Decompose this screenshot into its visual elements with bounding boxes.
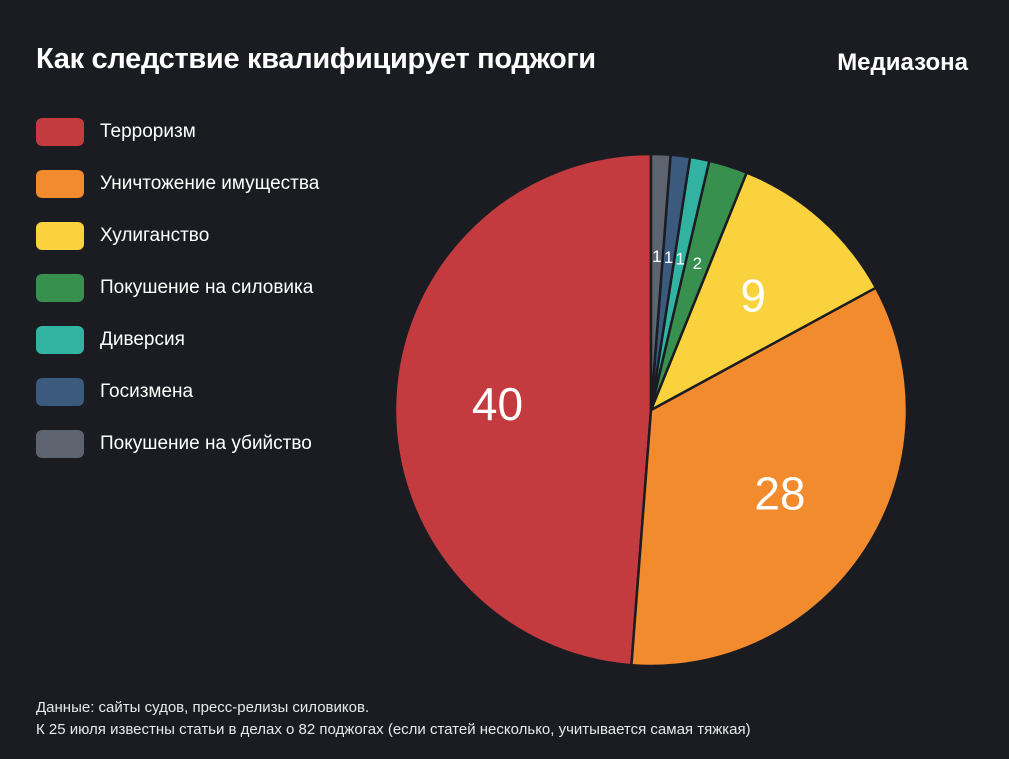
legend-swatch xyxy=(36,430,84,458)
pie-value-label-0: 40 xyxy=(472,378,523,430)
pie-value-label-4: 1 xyxy=(675,250,684,269)
pie-slice-2 xyxy=(649,171,878,412)
legend-item-label: Уничтожение имущества xyxy=(100,173,320,194)
legend-swatch xyxy=(36,274,84,302)
legend-item-4: Диверсия xyxy=(36,326,319,354)
legend-item-label: Хулиганство xyxy=(100,225,210,246)
pie-value-label-5: 1 xyxy=(664,248,673,267)
legend-swatch xyxy=(36,170,84,198)
legend-swatch xyxy=(36,118,84,146)
pie-slice-0 xyxy=(393,152,653,667)
pie-value-label-1: 28 xyxy=(754,468,805,520)
legend-item-label: Госизмена xyxy=(100,381,194,402)
legend-item-3: Покушение на силовика xyxy=(36,274,319,302)
pie-value-label-6: 1 xyxy=(652,247,661,266)
footer-caption: Данные: сайты судов, пресс-релизы силови… xyxy=(36,697,751,741)
legend-item-1: Уничтожение имущества xyxy=(36,170,319,198)
legend-item-label: Покушение на силовика xyxy=(100,277,314,298)
pie-value-label-2: 9 xyxy=(740,269,766,321)
legend-item-5: Госизмена xyxy=(36,378,319,406)
legend-swatch xyxy=(36,378,84,406)
legend-item-label: Диверсия xyxy=(100,329,185,350)
footer-source-line: Данные: сайты судов, пресс-релизы силови… xyxy=(36,699,370,716)
legend-item-6: Покушение на убийство xyxy=(36,430,319,458)
pie-value-label-3: 2 xyxy=(693,254,702,273)
pie-slice-6 xyxy=(649,152,672,412)
legend-item-2: Хулиганство xyxy=(36,222,319,250)
pie-slice-1 xyxy=(630,286,909,668)
footer-note-line: К 25 июля известны статьи в делах о 82 п… xyxy=(36,721,751,738)
legend-item-label: Покушение на убийство xyxy=(100,433,312,454)
legend-swatch xyxy=(36,222,84,250)
legend-item-0: Терроризм xyxy=(36,118,319,146)
legend-item-label: Терроризм xyxy=(100,121,196,142)
chart-title: Как следствие квалифицирует поджоги xyxy=(36,43,596,75)
brand-logo: Медиазона xyxy=(837,49,968,76)
legend: Терроризм Уничтожение имущества Хулиганств… xyxy=(36,118,319,458)
legend-swatch xyxy=(36,326,84,354)
